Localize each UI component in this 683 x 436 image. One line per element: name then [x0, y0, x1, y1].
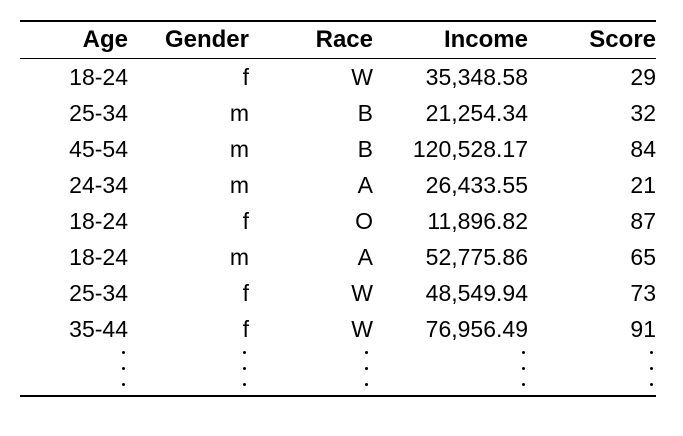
- cell-gender: m: [229, 135, 249, 162]
- vertical-ellipsis-icon: [241, 347, 247, 389]
- cell-age: 35-44: [69, 315, 128, 342]
- table-row: 35-44 f W 76,956.49 91: [20, 311, 656, 347]
- header-age: Age: [82, 26, 128, 53]
- cell-race: B: [357, 135, 373, 162]
- cell-race: W: [351, 315, 373, 342]
- cell-gender: f: [242, 315, 249, 342]
- cell-gender: m: [229, 243, 249, 270]
- continuation-score: [528, 347, 656, 395]
- vertical-ellipsis-icon: [363, 347, 369, 389]
- header-race: Race: [315, 26, 373, 53]
- cell-age: 18-24: [69, 243, 128, 270]
- cell-income: 21,254.34: [425, 99, 528, 126]
- cell-race: W: [351, 63, 373, 90]
- continuation-race: [249, 347, 373, 395]
- cell-age: 25-34: [69, 99, 128, 126]
- cell-income: 120,528.17: [412, 135, 528, 162]
- cell-age: 18-24: [69, 207, 128, 234]
- table-row: 18-24 m A 52,775.86 65: [20, 239, 656, 275]
- cell-age: 45-54: [69, 135, 128, 162]
- table-header: Age Gender Race Income Score: [20, 22, 656, 58]
- continuation-age: [20, 347, 128, 395]
- top-rule: [20, 20, 656, 22]
- vertical-ellipsis-icon: [520, 347, 526, 389]
- cell-gender: f: [242, 279, 249, 306]
- continuation-gender: [128, 347, 249, 395]
- vertical-ellipsis-icon: [120, 347, 126, 389]
- cell-gender: f: [242, 207, 249, 234]
- header-score: Score: [589, 26, 656, 53]
- cell-income: 35,348.58: [425, 63, 528, 90]
- cell-income: 48,549.94: [425, 279, 528, 306]
- table-row: 45-54 m B 120,528.17 84: [20, 131, 656, 167]
- cell-gender: f: [242, 63, 249, 90]
- data-table: Age Gender Race Income Score: [20, 22, 656, 58]
- data-table-body: 18-24 f W 35,348.58 29 25-34 m B 21,254.…: [20, 59, 656, 395]
- cell-race: B: [357, 99, 373, 126]
- cell-gender: m: [229, 99, 249, 126]
- cell-score: 87: [630, 207, 656, 234]
- cell-income: 52,775.86: [425, 243, 528, 270]
- table-row: 18-24 f W 35,348.58 29: [20, 59, 656, 95]
- cell-age: 18-24: [69, 63, 128, 90]
- cell-age: 24-34: [69, 171, 128, 198]
- header-row: Age Gender Race Income Score: [20, 22, 656, 58]
- cell-race: O: [355, 207, 373, 234]
- vertical-ellipsis-icon: [648, 347, 654, 389]
- cell-score: 73: [630, 279, 656, 306]
- cell-race: W: [351, 279, 373, 306]
- cell-age: 25-34: [69, 279, 128, 306]
- cell-income: 76,956.49: [425, 315, 528, 342]
- cell-income: 11,896.82: [427, 207, 528, 234]
- table-row: 18-24 f O 11,896.82 87: [20, 203, 656, 239]
- continuation-income: [373, 347, 528, 395]
- header-income: Income: [443, 26, 528, 53]
- cell-gender: m: [229, 171, 249, 198]
- cell-score: 91: [630, 315, 656, 342]
- cell-income: 26,433.55: [425, 171, 528, 198]
- bottom-rule: [20, 395, 656, 397]
- continuation-row: [20, 347, 656, 395]
- table-row: 25-34 m B 21,254.34 32: [20, 95, 656, 131]
- cell-score: 32: [630, 99, 656, 126]
- data-table-container: Age Gender Race Income Score 18-24 f W 3…: [20, 20, 656, 397]
- cell-race: A: [357, 171, 373, 198]
- cell-score: 65: [630, 243, 656, 270]
- cell-score: 84: [630, 135, 656, 162]
- table-row: 24-34 m A 26,433.55 21: [20, 167, 656, 203]
- cell-score: 29: [630, 63, 656, 90]
- header-gender: Gender: [164, 26, 249, 53]
- cell-race: A: [357, 243, 373, 270]
- cell-score: 21: [630, 171, 656, 198]
- table-row: 25-34 f W 48,549.94 73: [20, 275, 656, 311]
- table-body: 18-24 f W 35,348.58 29 25-34 m B 21,254.…: [20, 59, 656, 395]
- header-rule: [20, 58, 656, 59]
